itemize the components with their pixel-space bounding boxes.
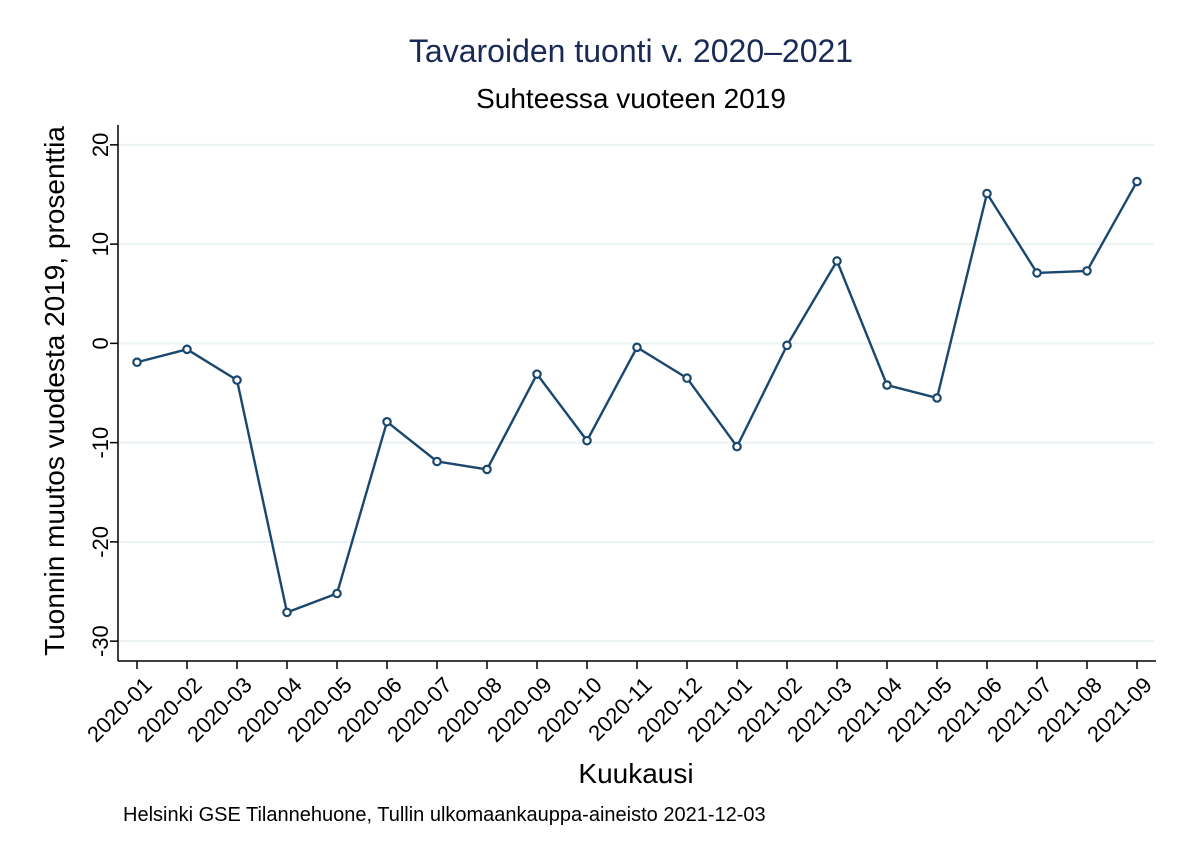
y-tick-label: 10: [88, 232, 113, 256]
y-tick-label: 0: [88, 337, 113, 349]
data-point: [532, 369, 542, 379]
data-point: [282, 607, 292, 618]
data-point: [1132, 176, 1142, 187]
data-point: [982, 188, 992, 199]
data-point: [332, 588, 342, 599]
data-point: [882, 380, 892, 390]
data-point: [432, 456, 442, 467]
y-tick-label: 20: [88, 133, 113, 157]
data-point: [732, 441, 742, 452]
source-note: Helsinki GSE Tilannehuone, Tullin ulkoma…: [123, 804, 766, 826]
data-point: [382, 416, 392, 427]
chart-subtitle: Suhteessa vuoteen 2019: [476, 83, 786, 114]
y-tick-label: -20: [88, 526, 113, 558]
y-tick-label: -10: [88, 427, 113, 459]
data-point: [482, 464, 492, 475]
data-point: [582, 435, 592, 446]
data-point: [632, 342, 642, 353]
data-point: [182, 344, 192, 355]
data-point: [1032, 268, 1042, 278]
data-point: [682, 373, 692, 383]
data-point: [132, 357, 142, 368]
data-point: [1082, 266, 1092, 276]
x-axis-ticks: 2020-012020-022020-032020-042020-052020-…: [82, 661, 1157, 747]
data-point: [782, 340, 792, 351]
y-axis-ticks: -30 -20 -10 0 10 20: [88, 133, 118, 657]
grid-lines: [118, 143, 1154, 643]
x-axis-label: Kuukausi: [578, 758, 693, 789]
y-axis-label: Tuonnin muutos vuodesta 2019, prosenttia: [39, 126, 70, 656]
data-point: [232, 375, 242, 385]
y-tick-label: -30: [88, 625, 113, 657]
data-point: [932, 393, 942, 403]
series-layer: [132, 176, 1142, 618]
chart-title: Tavaroiden tuonti v. 2020–2021: [409, 33, 853, 69]
series-line: [135, 180, 1139, 614]
axes: [117, 125, 1156, 662]
data-point: [832, 256, 842, 266]
